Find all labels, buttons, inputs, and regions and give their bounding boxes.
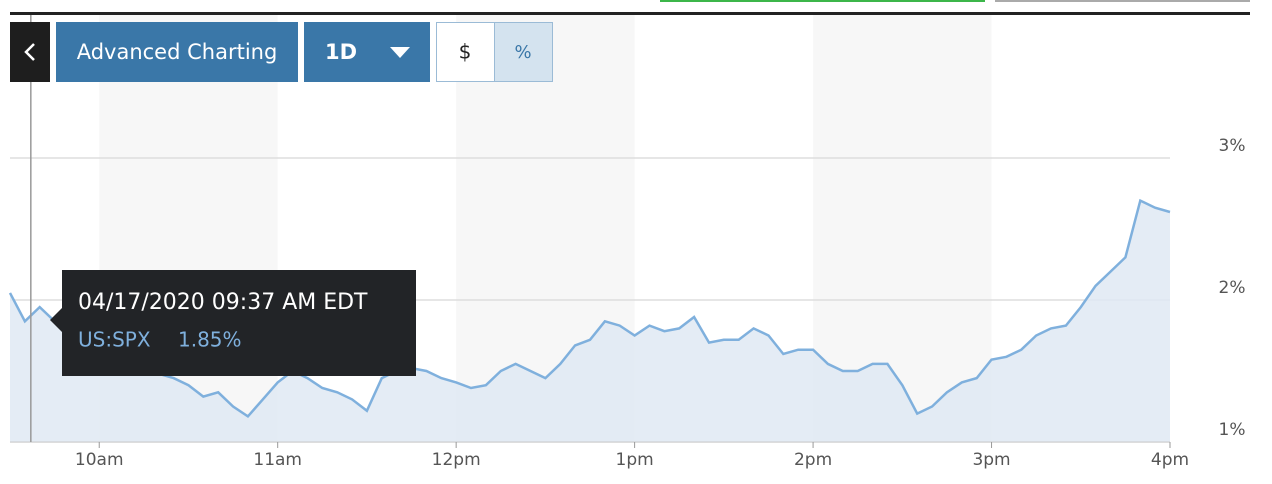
percent-button[interactable] bbox=[494, 22, 553, 82]
x-tick-label: 2pm bbox=[794, 450, 832, 470]
toolbar: Advanced Charting 1D $ % bbox=[10, 22, 553, 82]
dropdown-icon bbox=[390, 47, 410, 58]
y-tick-label: 1% bbox=[1219, 420, 1246, 440]
back-icon bbox=[24, 43, 35, 61]
x-tick-label: 3pm bbox=[972, 450, 1010, 470]
x-tick-label: 4pm bbox=[1151, 450, 1189, 470]
plot: 1% 2% 3% 10am 11am 12pm 1pm 2pm 3pm 4pm bbox=[8, 15, 1246, 470]
line bbox=[8, 198, 1171, 419]
range-button[interactable] bbox=[304, 22, 430, 82]
x-tick-label: 11am bbox=[253, 450, 302, 470]
x-tick-label: 10am bbox=[75, 450, 124, 470]
x-tick-label: 1pm bbox=[616, 450, 654, 470]
tooltip-value: 1.85% bbox=[178, 328, 242, 352]
tooltip-box bbox=[50, 270, 416, 376]
tooltip-time: 04/17/2020 09:37 AM EDT bbox=[78, 290, 368, 315]
area bbox=[10, 200, 1170, 442]
title: Advanced Charting bbox=[77, 40, 278, 64]
back-button[interactable] bbox=[10, 22, 50, 82]
tooltip: 04/17/2020 09:37 AM EDT US:SPX 1.85% bbox=[50, 270, 416, 376]
top-accent bbox=[995, 0, 1250, 2]
tooltip-symbol: US:SPX bbox=[78, 328, 151, 352]
dollar-button[interactable] bbox=[436, 22, 495, 82]
dollar: $ bbox=[459, 40, 472, 64]
y-tick-label: 2% bbox=[1219, 278, 1246, 298]
percent: % bbox=[514, 42, 531, 63]
top-bar bbox=[10, 12, 1250, 15]
bands bbox=[99, 15, 992, 442]
title-button[interactable] bbox=[56, 22, 298, 82]
range: 1D bbox=[325, 40, 357, 64]
x-tick-label: 12pm bbox=[432, 450, 481, 470]
top-accent bbox=[660, 0, 985, 2]
y-tick-label: 3% bbox=[1219, 136, 1246, 156]
